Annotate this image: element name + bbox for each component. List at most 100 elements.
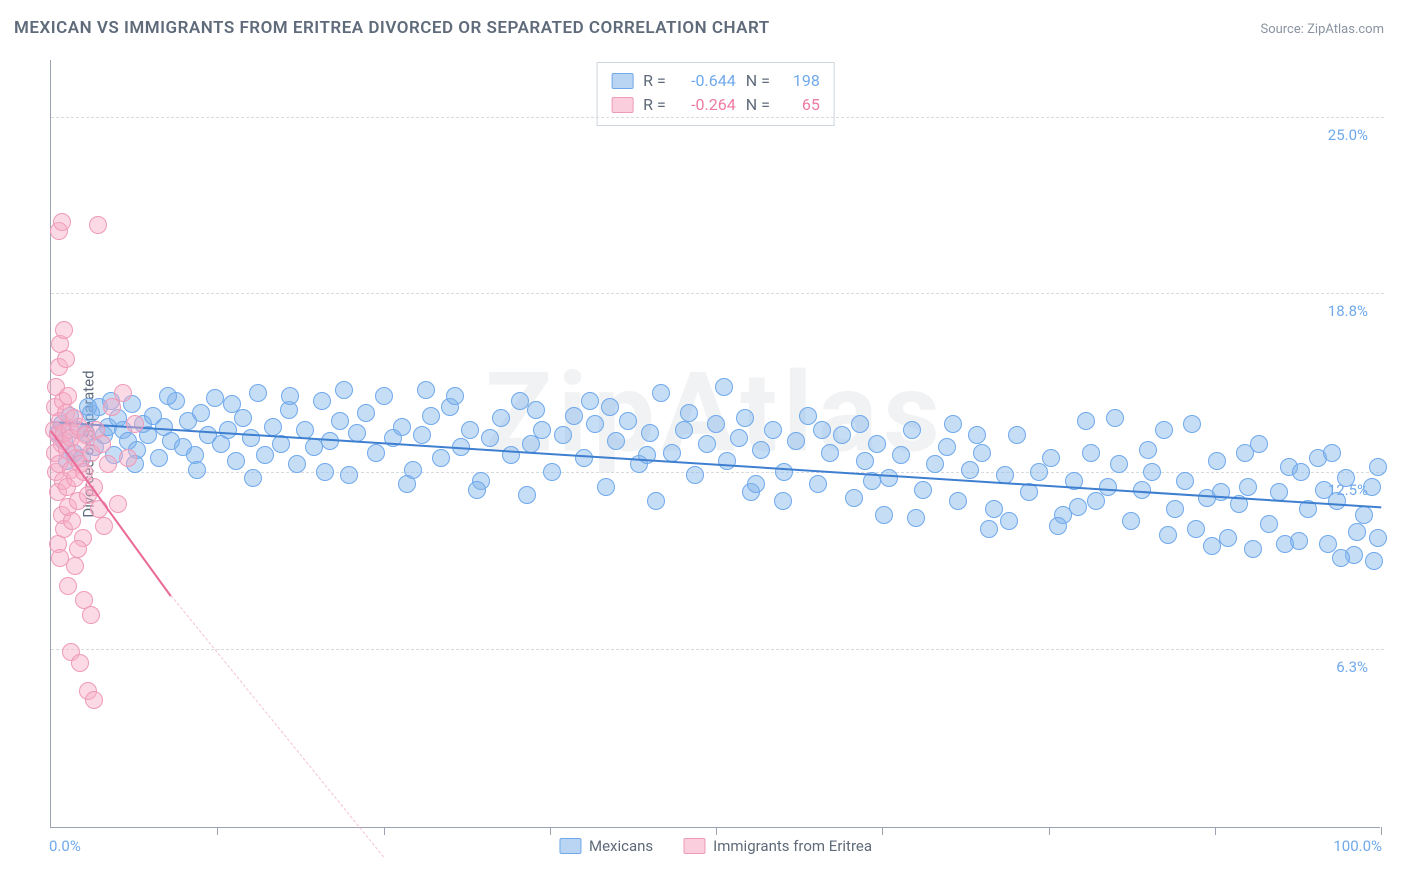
data-point [1077,412,1095,430]
data-point [1369,529,1387,547]
legend-swatch [611,73,633,89]
data-point [619,412,637,430]
data-point [1348,523,1366,541]
data-point [764,421,782,439]
data-point [1122,512,1140,530]
data-point [518,486,536,504]
chart-title: MEXICAN VS IMMIGRANTS FROM ERITREA DIVOR… [14,18,770,38]
source-attribution: Source: ZipAtlas.com [1260,22,1384,37]
stats-r-value: -0.264 [676,93,736,117]
data-point [126,415,144,433]
data-point [1203,537,1221,555]
data-point [93,435,111,453]
data-point [99,455,117,473]
data-point [1260,515,1278,533]
data-point [1008,426,1026,444]
data-point [944,415,962,433]
data-point [461,421,479,439]
x-tick [550,827,551,835]
data-point [264,418,282,436]
trend-line [51,421,1381,508]
data-point [1319,535,1337,553]
stats-n-value: 198 [780,69,820,93]
data-point [961,461,979,479]
stats-row: R =-0.644N =198 [611,69,820,93]
data-point [59,387,77,405]
data-point [752,441,770,459]
y-tick-label: 25.0% [1328,126,1374,144]
data-point [1187,520,1205,538]
data-point [1365,552,1383,570]
data-point [316,463,334,481]
data-point [543,463,561,481]
stats-row: R =-0.264N =65 [611,93,820,117]
legend-label: Mexicans [589,837,653,855]
data-point [607,432,625,450]
trend-line [170,595,384,857]
data-point [1239,478,1257,496]
watermark-text: ZipAtlas [485,348,945,477]
gridline [51,293,1384,294]
data-point [1355,506,1373,524]
data-point [949,492,967,510]
data-point [375,387,393,405]
stats-label: R = [643,93,666,117]
data-point [1166,500,1184,518]
legend-swatch [611,97,633,113]
data-point [581,392,599,410]
data-point [227,452,245,470]
data-point [1087,492,1105,510]
legend-item: Mexicans [559,837,653,855]
data-point [1082,444,1100,462]
data-point [413,426,431,444]
data-point [833,426,851,444]
data-point [422,407,440,425]
data-point [446,387,464,405]
data-point [799,407,817,425]
data-point [968,426,986,444]
data-point [331,412,349,430]
data-point [223,395,241,413]
data-point [192,404,210,422]
data-point [206,389,224,407]
data-point [82,606,100,624]
data-point [980,520,998,538]
data-point [652,384,670,402]
data-point [1099,478,1117,496]
data-point [234,409,252,427]
data-point [813,421,831,439]
data-point [892,446,910,464]
data-point [492,409,510,427]
data-point [150,449,168,467]
data-point [367,444,385,462]
data-point [432,449,450,467]
data-point [1276,535,1294,553]
data-point [647,492,665,510]
data-point [736,409,754,427]
data-point [242,429,260,447]
data-point [1292,463,1310,481]
data-point [1155,421,1173,439]
data-point [281,387,299,405]
data-point [1133,481,1151,499]
data-point [1244,540,1262,558]
data-point [675,421,693,439]
data-point [597,478,615,496]
data-point [775,463,793,481]
data-point [1042,449,1060,467]
data-point [907,509,925,527]
data-point [468,481,486,499]
data-point [1337,469,1355,487]
data-point [856,452,874,470]
stats-label: N = [746,93,770,117]
data-point [973,444,991,462]
scatter-plot-area: ZipAtlas Divorced or Separated R =-0.644… [50,60,1380,828]
data-point [398,475,416,493]
data-point [1183,415,1201,433]
data-point [938,438,956,456]
data-point [1159,526,1177,544]
legend-swatch [683,838,705,854]
data-point [533,421,551,439]
data-point [663,444,681,462]
data-point [707,415,725,433]
